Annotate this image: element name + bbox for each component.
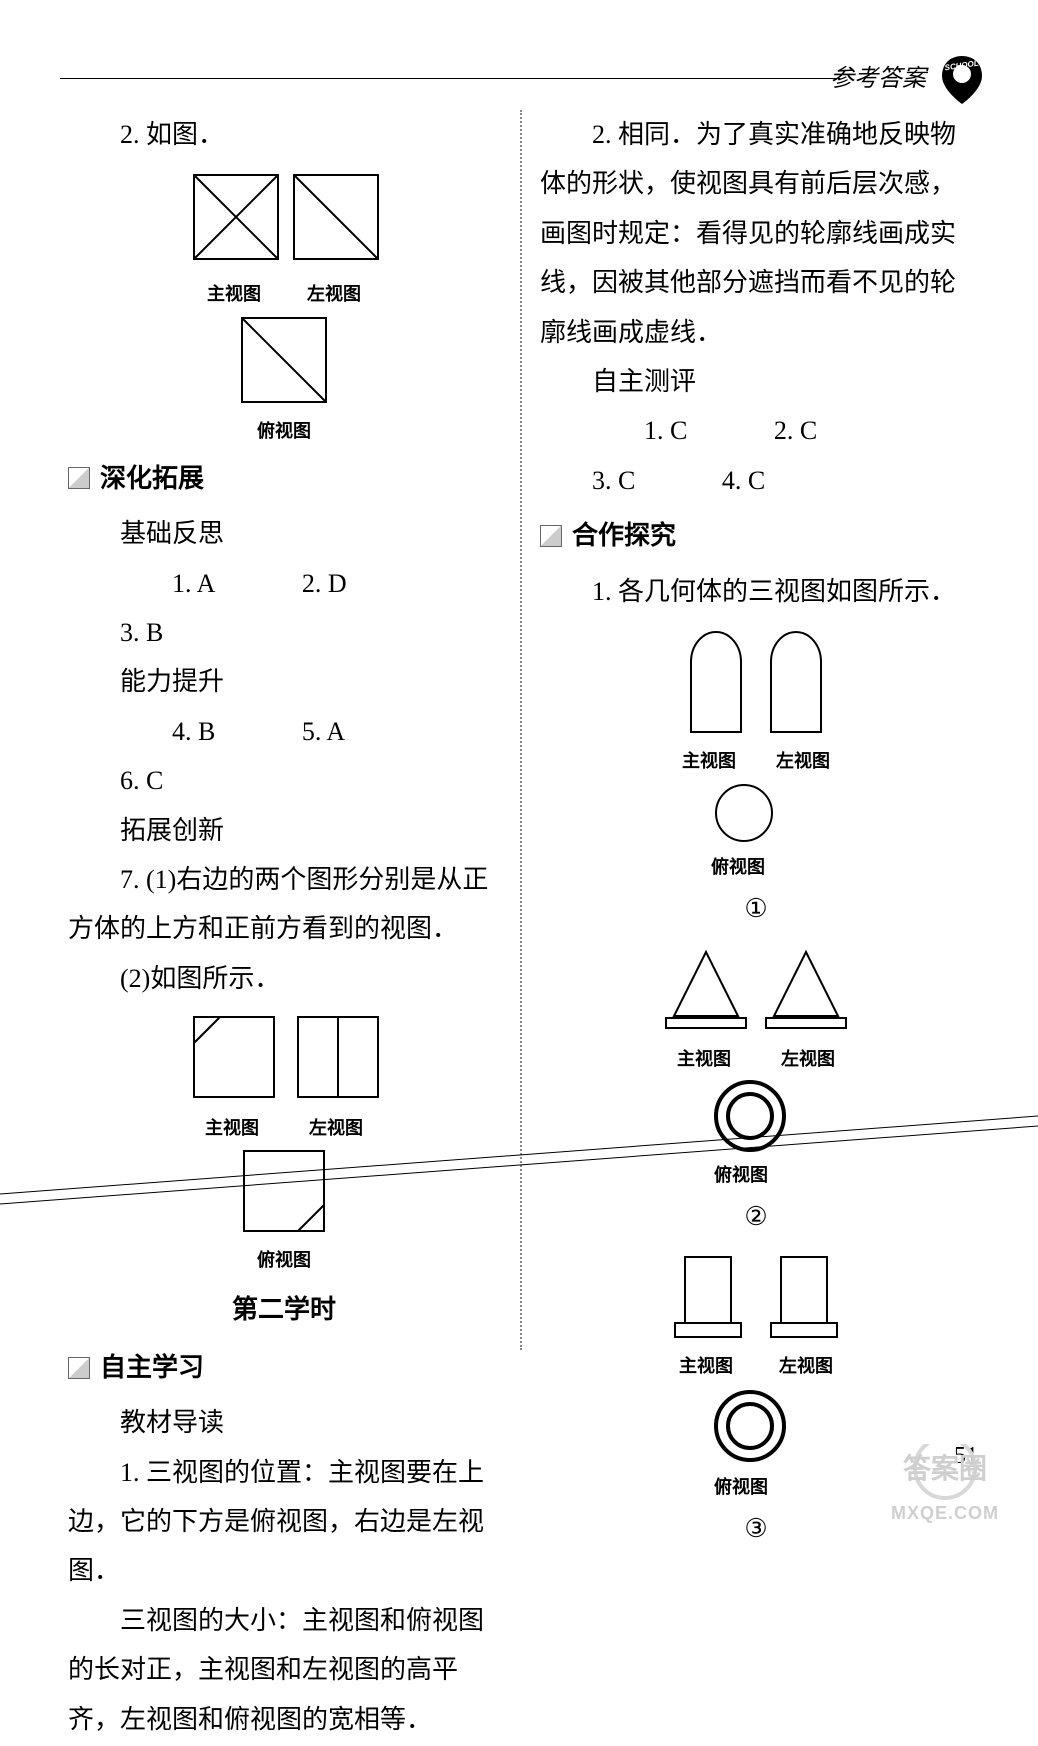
bullet-top-icon [706, 778, 806, 848]
prism-views-1-icon [174, 165, 394, 275]
cyl-top-icon [706, 1384, 806, 1468]
header-title: 参考答案 [830, 57, 926, 103]
r-sub1: 自主测评 [540, 357, 972, 406]
cube-views-icon [174, 1009, 394, 1109]
content-columns: 2. 如图． 主视图 左视图 [60, 110, 980, 1746]
r-fig1: 主视图 左视图 俯视图 ① [540, 622, 972, 934]
l-fig1-l2: 左视图 [307, 277, 361, 311]
r-fig2-num: ② [540, 1192, 972, 1241]
ans: 3. C [540, 456, 635, 505]
ans: 5. A [250, 707, 345, 756]
ans: 4. C [670, 456, 765, 505]
r-p1: 2. 相同．为了真实准确地反映物体的形状，使视图具有前后层次感，画图时规定：看得… [540, 110, 972, 357]
section-icon [68, 467, 90, 489]
l-q2: 2. 如图． [68, 110, 500, 159]
cone-views-icon [646, 940, 866, 1040]
ans: 1. C [592, 406, 687, 455]
watermark-url: MXQE.COM [880, 1504, 1010, 1524]
l-fig2-l3: 俯视图 [68, 1243, 500, 1277]
l-sub3: 拓展创新 [68, 806, 500, 855]
l-fig2-l1: 主视图 [205, 1111, 259, 1145]
ans: 2. C [722, 406, 817, 455]
bullet-views-icon [656, 622, 856, 742]
ans: 6. C [68, 756, 163, 805]
l-sub4: 教材导读 [68, 1398, 500, 1447]
r-fig1-l2: 左视图 [776, 744, 830, 778]
l-sub1: 基础反思 [68, 509, 500, 558]
r-fig1-l1: 主视图 [682, 744, 736, 778]
column-divider [520, 110, 522, 1350]
l-q7b: (2)如图所示． [68, 954, 500, 1003]
cone-top-icon [706, 1076, 806, 1156]
l-fig1: 主视图 左视图 俯视图 [68, 165, 500, 447]
r-fig2-l3: 俯视图 [510, 1158, 972, 1192]
header-rule [60, 78, 840, 79]
l-q7a: 7. (1)右边的两个图形分别是从正方体的上方和正前方看到的视图． [68, 855, 500, 954]
lesson-title: 第二学时 [68, 1285, 500, 1334]
l-p1: 1. 三视图的位置：主视图要在上边，它的下方是俯视图，右边是左视图． [68, 1448, 500, 1596]
left-column: 2. 如图． 主视图 左视图 [60, 110, 520, 1746]
page-header: 参考答案 SCHOOL [830, 52, 990, 108]
section-icon [540, 525, 562, 547]
prism-top-view-icon [224, 312, 344, 412]
l-fig1-l3: 俯视图 [68, 414, 500, 448]
l-sec1-text: 深化拓展 [100, 454, 204, 503]
l-ans2: 4. B 5. A 6. C [68, 707, 500, 806]
l-sub2: 能力提升 [68, 657, 500, 706]
r-ans1: 1. C 2. C 3. C 4. C [540, 406, 972, 505]
r-fig3-l2: 左视图 [779, 1349, 833, 1383]
r-fig2-l2: 左视图 [781, 1042, 835, 1076]
l-fig1-l1: 主视图 [207, 277, 261, 311]
cyl-views-icon [651, 1247, 861, 1347]
cube-top-view-icon [224, 1145, 344, 1241]
ans: 4. B [120, 707, 215, 756]
school-logo-icon: SCHOOL [934, 52, 990, 108]
ans: 2. D [250, 559, 347, 608]
section-icon [68, 1357, 90, 1379]
l-sec1: 深化拓展 [68, 454, 500, 503]
l-sec2-text: 自主学习 [100, 1343, 204, 1392]
r-sec1: 合作探究 [540, 511, 972, 560]
l-fig2-l2: 左视图 [309, 1111, 363, 1145]
l-ans1: 1. A 2. D 3. B [68, 559, 500, 658]
r-fig3-l1: 主视图 [679, 1349, 733, 1383]
r-fig1-num: ① [540, 884, 972, 933]
r-fig2-l1: 主视图 [677, 1042, 731, 1076]
l-p2: 三视图的大小：主视图和俯视图的长对正，主视图和左视图的高平齐，左视图和俯视图的宽… [68, 1596, 500, 1744]
r-fig2: 主视图 左视图 俯视图 ② [540, 940, 972, 1242]
ans: 3. B [68, 608, 163, 657]
r-fig1-l3: 俯视图 [504, 850, 972, 884]
l-sec2: 自主学习 [68, 1343, 500, 1392]
watermark: 答案圈 MXQE.COM [880, 1444, 1010, 1524]
r-p2: 1. 各几何体的三视图如图所示． [540, 567, 972, 616]
l-fig2: 主视图 左视图 俯视图 [68, 1009, 500, 1277]
r-sec1-text: 合作探究 [572, 511, 676, 560]
watermark-circle-icon: 答案圈 [880, 1444, 1010, 1504]
svg-text:答案圈: 答案圈 [903, 1452, 987, 1485]
ans: 1. A [120, 559, 215, 608]
